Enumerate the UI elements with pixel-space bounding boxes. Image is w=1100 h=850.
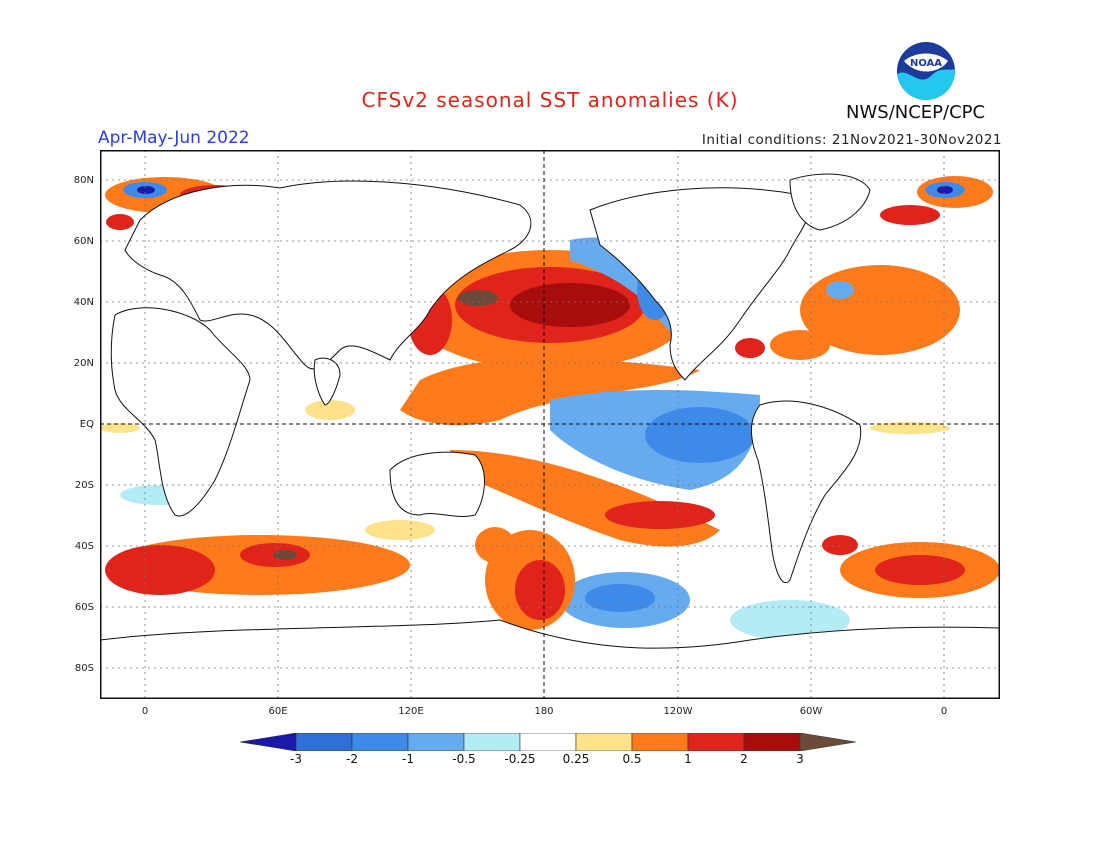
equator-dateline <box>100 150 1000 699</box>
lat-label: 80S <box>74 663 94 674</box>
lat-label: 20S <box>74 480 94 491</box>
colorbar-segment <box>519 733 577 751</box>
anomaly-shading <box>100 176 1000 640</box>
initial-conditions: Initial conditions: 21Nov2021-30Nov2021 <box>701 132 1002 148</box>
lon-label: 60E <box>268 706 288 717</box>
lon-label: 0 <box>940 706 948 717</box>
colorbar-segment <box>743 733 801 751</box>
lon-label: 120W <box>663 706 693 717</box>
colorbar-tick: 0.5 <box>622 752 642 766</box>
colorbar-tick: -3 <box>290 752 302 766</box>
lat-label: 60S <box>74 602 94 613</box>
organization-label: NWS/NCEP/CPC <box>846 102 986 123</box>
colorbar-tick: 1 <box>684 752 692 766</box>
lat-label: EQ <box>79 419 94 430</box>
colorbar-arrow-high <box>799 733 857 751</box>
gridlines <box>100 150 1000 699</box>
colorbar-segment <box>687 733 745 751</box>
noaa-logo: NOAA <box>897 42 955 100</box>
lat-label: 20N <box>73 358 94 369</box>
colorbar-segment <box>351 733 409 751</box>
colorbar-tick: -1 <box>402 752 414 766</box>
colorbar-tick: 3 <box>796 752 804 766</box>
colorbar-tick: -0.5 <box>452 752 476 766</box>
lon-label: 120E <box>398 706 424 717</box>
lon-label: 0 <box>141 706 149 717</box>
forecast-period: Apr-May-Jun 2022 <box>98 128 250 148</box>
lon-label: 60W <box>799 706 823 717</box>
colorbar-segment <box>463 733 521 751</box>
colorbar-tick: 2 <box>740 752 748 766</box>
colorbar-segment <box>295 733 353 751</box>
colorbar-segment <box>575 733 633 751</box>
colorbar-tick: 0.25 <box>562 752 590 766</box>
logo-text: NOAA <box>910 58 942 69</box>
lat-label: 80N <box>73 175 94 186</box>
lat-label: 40N <box>73 297 94 308</box>
colorbar-segment <box>631 733 689 751</box>
lon-label: 180 <box>534 706 554 717</box>
sst-anomaly-map <box>100 150 1000 699</box>
colorbar-segment <box>407 733 465 751</box>
coastlines <box>100 173 1000 699</box>
colorbar-tick: -0.25 <box>504 752 536 766</box>
map-frame <box>100 150 1000 699</box>
colorbar-tick: -2 <box>346 752 358 766</box>
lat-label: 60N <box>73 236 94 247</box>
lat-label: 40S <box>74 541 94 552</box>
map-title: CFSv2 seasonal SST anomalies (K) <box>361 88 739 112</box>
colorbar <box>240 733 857 751</box>
colorbar-arrow-low <box>240 733 297 751</box>
